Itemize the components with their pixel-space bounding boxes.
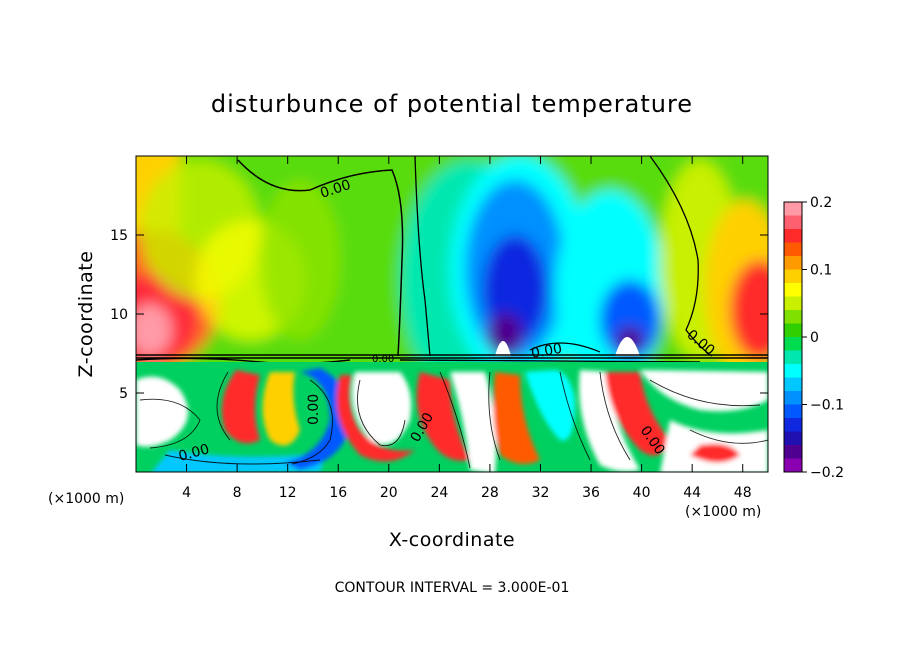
upper-field (136, 156, 768, 400)
colorbar-swatch (784, 323, 802, 338)
x-tick-label: 24 (430, 485, 448, 501)
x-tick-label: 16 (329, 485, 347, 501)
colorbar-ticks: 0.2 0.1 0 −0.1 −0.2 (802, 195, 844, 481)
x-tick-label: 20 (380, 485, 398, 501)
x-tick-label: 28 (481, 485, 499, 501)
colorbar-swatch (784, 391, 802, 405)
colorbar-swatch (784, 310, 802, 324)
x-tick-label: 48 (734, 485, 752, 501)
plot-area: 0.00 0.00 0.00 0.00 0.00 0.00 0.00 0.00 (136, 156, 768, 472)
x-tick-label: 4 (182, 485, 191, 501)
x-tick-label: 32 (532, 485, 550, 501)
colorbar-swatch (784, 377, 802, 392)
y-tick-label: 5 (119, 386, 128, 402)
chart-title: disturbunce of potential temperature (211, 90, 693, 118)
x-unit-note-left: (×1000 m) (48, 491, 124, 507)
colorbar-tick-label: 0.2 (810, 195, 832, 211)
x-axis-ticks: 4 8 12 16 20 24 28 32 36 40 44 48 (182, 156, 752, 501)
colorbar-swatch (784, 283, 802, 297)
colorbar-swatch (784, 296, 802, 311)
colorbar-swatch (784, 337, 802, 351)
colorbar (783, 201, 803, 473)
colorbar-swatch (784, 215, 802, 230)
contour-label: 0.00 (306, 394, 322, 425)
colorbar-swatch (784, 458, 802, 473)
colorbar-swatch (784, 202, 802, 216)
x-tick-label: 40 (633, 485, 651, 501)
colorbar-swatch (784, 364, 802, 378)
contour-label: 0.00 (177, 441, 211, 465)
colorbar-swatch (784, 242, 802, 257)
contour-interval-footer: CONTOUR INTERVAL = 3.000E-01 (335, 580, 570, 596)
x-tick-label: 12 (279, 485, 297, 501)
colorbar-tick-label: 0.1 (810, 263, 832, 279)
x-tick-label: 8 (233, 485, 242, 501)
colorbar-swatch (784, 404, 802, 419)
colorbar-swatch (784, 418, 802, 432)
contour-label: 0.00 (530, 341, 563, 362)
colorbar-tick-label: −0.2 (810, 465, 844, 481)
x-axis-label: X-coordinate (389, 529, 515, 551)
colorbar-swatch (784, 431, 802, 446)
colorbar-swatch (784, 445, 802, 459)
x-tick-label: 36 (582, 485, 600, 501)
lower-field (136, 362, 768, 472)
colorbar-tick-label: 0 (810, 330, 819, 346)
colorbar-swatch (784, 269, 802, 284)
x-unit-note-right: (×1000 m) (685, 504, 761, 520)
x-tick-label: 44 (683, 485, 701, 501)
colorbar-swatch (784, 229, 802, 243)
y-tick-label: 10 (110, 307, 128, 323)
colorbar-swatch (784, 256, 802, 270)
y-axis-label: Z-coordinate (75, 251, 97, 378)
contour-label: 0.00 (372, 354, 394, 365)
colorbar-tick-label: −0.1 (810, 398, 844, 414)
colorbar-swatch (784, 350, 802, 365)
y-tick-label: 15 (110, 228, 128, 244)
y-axis-ticks: 5 10 15 (110, 228, 768, 402)
